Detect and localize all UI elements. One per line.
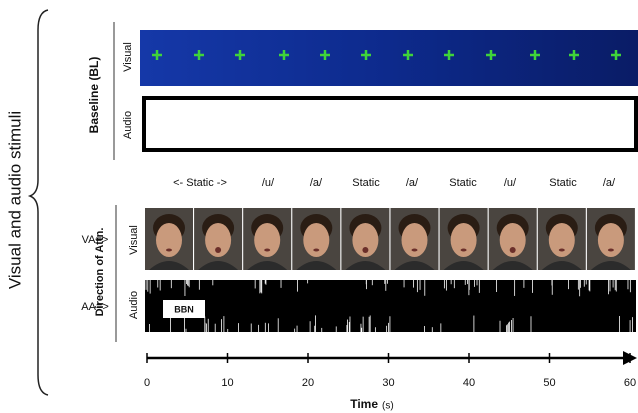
baseline-visual (140, 30, 638, 86)
mouth (460, 248, 467, 252)
cross (444, 50, 454, 60)
tick-label: 30 (382, 377, 394, 389)
face (352, 223, 379, 257)
face (548, 223, 575, 257)
mouth (509, 247, 516, 253)
bbn-box (163, 300, 205, 318)
shirt (247, 261, 288, 270)
tick-label: 20 (302, 377, 314, 389)
face (303, 223, 330, 257)
shirt (492, 261, 533, 270)
va-label: VA=> (82, 234, 109, 246)
noise-signal (145, 280, 636, 332)
tick-label: 60 (624, 377, 636, 389)
segment-label: /a/ (406, 177, 419, 189)
segment-label: Static (352, 177, 380, 189)
segment-label: /u/ (504, 177, 517, 189)
face (205, 223, 232, 257)
face (597, 223, 624, 257)
segment-label: /a/ (310, 177, 323, 189)
cross (361, 50, 371, 60)
face (254, 223, 281, 257)
segment-label: <- Static -> (173, 177, 227, 189)
shirt (198, 261, 239, 270)
face (499, 223, 526, 257)
row-label: Audio (122, 111, 134, 139)
cross (569, 50, 579, 60)
axis-label: Time (350, 397, 378, 411)
tick-label: 50 (543, 377, 555, 389)
mouth (607, 248, 614, 252)
fixation-crosses (152, 50, 621, 60)
baseline-title: Baseline (BL) (87, 57, 101, 134)
face-frames (145, 208, 635, 270)
face (401, 223, 428, 257)
mouth (313, 248, 320, 252)
mouth (166, 248, 172, 252)
mouth (215, 247, 222, 253)
shirt (345, 261, 386, 270)
cross (486, 50, 496, 60)
shirt (541, 261, 582, 270)
shirt (394, 261, 435, 270)
tick-label: 40 (463, 377, 475, 389)
shirt (149, 261, 189, 270)
cross (152, 50, 162, 60)
row-label: Visual (128, 225, 140, 255)
shirt (296, 261, 337, 270)
brace (27, 9, 49, 396)
axis-unit: (s) (382, 401, 394, 412)
attention-title: Direction of Attn. (94, 228, 106, 317)
mouth (264, 248, 271, 252)
bbn-label: BBN (174, 304, 194, 314)
segment-label: /a/ (603, 177, 616, 189)
side-label: Visual and audio stimuli (5, 111, 24, 289)
mouth (411, 248, 418, 252)
segment-label: Static (449, 177, 477, 189)
segment-label: /u/ (262, 177, 275, 189)
noise-gaps (145, 280, 633, 332)
row-label: Visual (122, 42, 134, 72)
face (450, 223, 477, 257)
segment-label: Static (549, 177, 577, 189)
cross (279, 50, 289, 60)
tick-label: 10 (221, 377, 233, 389)
aa-label: AA=> (81, 301, 109, 313)
row-label: Audio (128, 291, 140, 319)
cross (194, 50, 204, 60)
face (156, 223, 182, 257)
shirt (443, 261, 484, 270)
mouth (558, 248, 565, 252)
cross (530, 50, 540, 60)
cross (403, 50, 413, 60)
mouth (362, 247, 369, 253)
tick-label: 0 (144, 377, 150, 389)
cross (235, 50, 245, 60)
cross (611, 50, 621, 60)
shirt (590, 261, 631, 270)
baseline-audio (142, 96, 638, 152)
cross (320, 50, 330, 60)
